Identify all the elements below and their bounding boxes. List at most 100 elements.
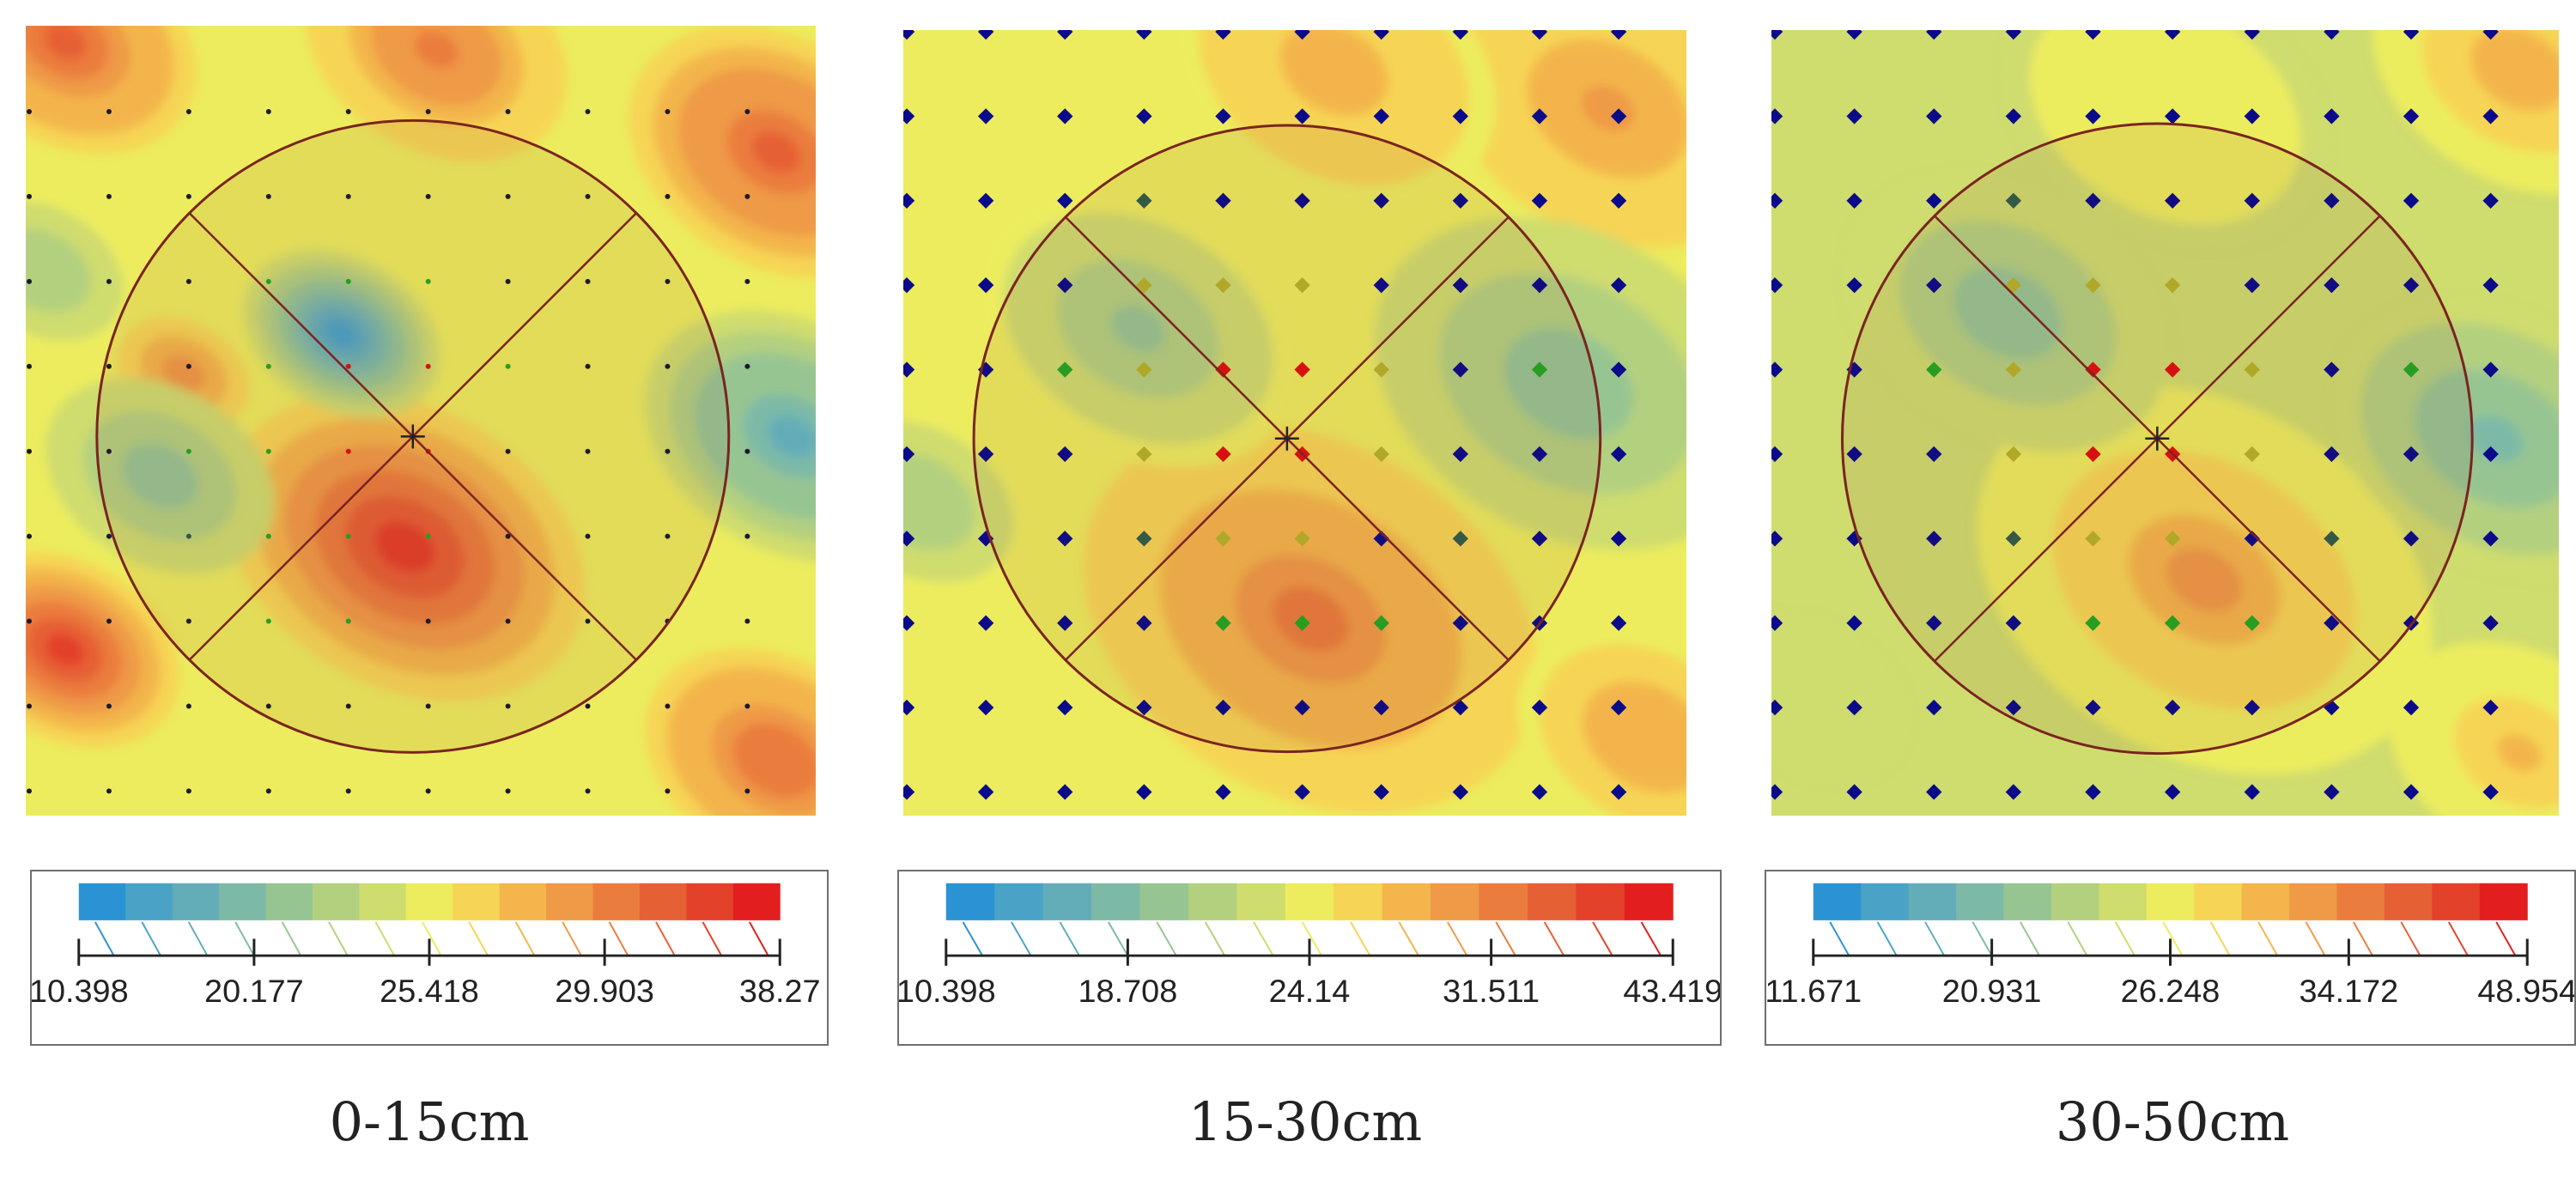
sample-point [585,278,591,284]
sample-point [665,278,671,284]
sample-point [27,193,32,199]
contour-band [43,26,88,61]
sample-point [585,109,591,114]
sample-point [665,788,671,794]
sample-point [27,109,32,114]
legend-hatch [608,921,629,956]
sample-point [1136,699,1152,716]
sample-point [2244,276,2260,294]
sample-point [1531,784,1548,800]
legend-hatch [1971,921,1993,956]
legend-hatch [2162,921,2184,956]
sample-point [505,788,511,794]
contour-band [374,521,435,574]
sample-point [505,193,511,199]
sample-point [185,703,191,709]
sample-point [265,278,271,284]
sample-point [1771,192,1783,209]
sample-point [903,531,915,547]
legend-swatch [1188,883,1237,920]
legend-tick-label: 26.248 [2121,973,2221,1009]
legend-tick-label: 24.14 [1269,973,1351,1009]
legend-swatch [1479,883,1528,920]
legend-hatch [2114,921,2136,956]
sample-point [1452,108,1469,124]
sample-point [1771,276,1783,294]
legend-hatch [1924,921,1946,956]
legend-hatch [655,921,676,956]
sample-point [1136,192,1152,209]
legend-hatch [2020,921,2040,956]
legend-hatch [421,921,442,956]
sample-point [345,448,351,454]
sample-point [1136,108,1152,124]
sample-point [977,699,994,716]
legend-swatch [2099,883,2148,920]
legend-swatch [2050,883,2099,920]
sample-point [106,278,112,284]
sample-point [1771,446,1783,463]
legend-swatch [453,883,501,920]
legend-hatch [281,921,302,956]
sample-point [1057,108,1073,124]
legend-hatch [1204,921,1226,956]
sample-point [1531,531,1548,547]
panel-15-30cm: 10.398 18.708 24.14 31.511 43.419 15-30cm [876,0,1735,1202]
sample-point [2244,446,2260,463]
sample-point [2244,361,2260,378]
legend-hatch [328,921,349,956]
sample-point [903,30,915,40]
sample-point [1057,361,1073,378]
sample-point [425,618,431,624]
sample-point [185,618,191,624]
legend-swatch [2003,883,2052,920]
sample-point [665,109,671,114]
sample-point [665,703,671,709]
sample-point [265,533,271,539]
contour-band [1273,586,1349,652]
sample-point [1373,108,1389,124]
legend-tick-label: 20.177 [204,973,304,1009]
legend-swatch [1091,883,1140,920]
sample-point [106,703,112,709]
sample-point [265,363,271,369]
legend-tick-label: 10.398 [899,973,996,1009]
sample-point [1771,615,1783,631]
sample-point [1136,615,1152,631]
sample-point [185,193,191,199]
legend-hatch [1446,921,1468,956]
legend-swatch [1431,883,1480,920]
legend-swatch [592,883,641,920]
sample-point [1057,615,1073,631]
sample-point [977,446,994,463]
sample-point [27,788,32,794]
sample-point [1373,192,1389,209]
sample-point [744,448,750,454]
sample-point [1215,699,1231,716]
legend-hatch [187,921,209,956]
legend-hatch [1829,921,1850,956]
sample-point [903,276,915,294]
color-legend: 10.398 18.708 24.14 31.511 43.419 [897,870,1722,1046]
sample-point [977,784,994,800]
contour-band [1625,718,1669,756]
sample-point [903,615,915,631]
sample-point [1452,784,1469,800]
sample-point [106,618,112,624]
sample-point [185,363,191,369]
sample-point [106,109,112,114]
heatmap-map [1771,30,2559,816]
legend-hatch [374,921,396,956]
legend-swatch [1042,883,1092,920]
legend-hatch [702,921,723,956]
sample-point [585,448,591,454]
contour-band [754,741,799,780]
sample-point [665,533,671,539]
sample-point [27,533,32,539]
sample-point [585,193,591,199]
legend-swatch [2432,883,2481,920]
sample-point [106,448,112,454]
sample-point [425,788,431,794]
legend-swatch [405,883,453,920]
legend-swatch [1527,883,1577,920]
